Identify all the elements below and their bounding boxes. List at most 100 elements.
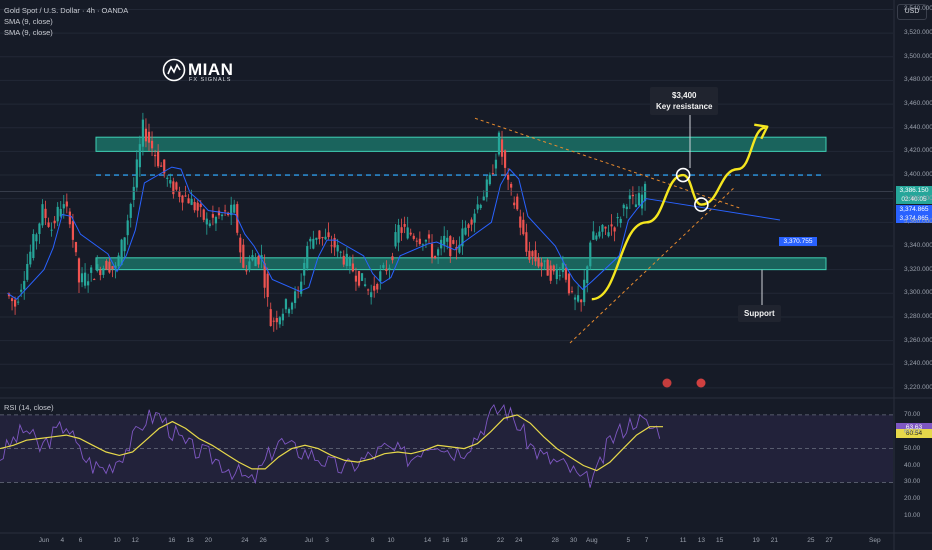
candle-body <box>193 202 196 211</box>
candle-body <box>214 216 218 224</box>
logo-subtitle: FX SIGNALS <box>189 77 232 83</box>
resistance-touch-marker <box>675 167 691 183</box>
candle-body <box>59 208 62 217</box>
candle-body <box>187 198 190 204</box>
candle-body <box>99 269 102 276</box>
candle-body <box>93 279 96 281</box>
candle-body <box>35 234 38 242</box>
rsi-value-a: 63.63 <box>896 423 932 432</box>
candle-body <box>13 299 17 307</box>
candle-body <box>126 220 129 236</box>
x-tick-label: 26 <box>259 537 267 544</box>
currency-button[interactable]: USD <box>897 4 927 20</box>
candle-body <box>275 317 278 323</box>
x-tick-label: 12 <box>131 537 139 544</box>
candle-body <box>531 251 534 257</box>
y-tick-label: 3,320.000 <box>904 265 932 273</box>
candle-body <box>65 201 68 207</box>
logo-icon <box>162 58 186 82</box>
candle-body <box>175 182 178 190</box>
candle-body <box>105 260 108 270</box>
x-tick-label: Sep <box>869 537 881 544</box>
candle-body <box>303 262 306 276</box>
symbol-title: Gold Spot / U.S. Dollar · 4h · OANDA <box>4 6 129 15</box>
candle-body <box>503 150 507 168</box>
candle-body <box>415 240 418 242</box>
candle-body <box>169 180 172 184</box>
candle-body <box>217 210 221 216</box>
x-tick-label: 10 <box>113 537 121 544</box>
candle-body <box>485 179 488 198</box>
candle-body <box>205 218 208 225</box>
y-tick-label: 3,480.000 <box>904 76 932 84</box>
indicator-sma-2[interactable]: SMA (9, close) <box>4 28 53 37</box>
candle-body <box>287 309 291 314</box>
rsi-tick-label: 10.00 <box>904 512 921 520</box>
candle-body <box>464 227 467 235</box>
candle-body <box>500 139 504 157</box>
countdown-tag: 02:40:05 <box>896 195 932 204</box>
candle-body <box>211 214 215 218</box>
x-tick-label: 3 <box>325 537 329 544</box>
candle-body <box>595 235 598 240</box>
candle-body <box>412 235 415 239</box>
candle-body <box>342 255 345 265</box>
candle-body <box>613 227 616 232</box>
candle-body <box>26 263 29 280</box>
candle-body <box>160 165 163 167</box>
candle-body <box>360 273 364 281</box>
candle-body <box>144 128 148 142</box>
candle-body <box>257 255 260 265</box>
candle-body <box>50 229 53 231</box>
candle-body <box>166 177 169 179</box>
candle-body <box>458 244 461 253</box>
candle-body <box>62 204 65 209</box>
candle-body <box>315 237 318 240</box>
candle-body <box>604 226 607 229</box>
indicator-sma-1[interactable]: SMA (9, close) <box>4 17 53 26</box>
sma-2-tag: 3,374.865 <box>896 214 932 223</box>
support-zone <box>95 257 827 271</box>
candle-body <box>598 231 601 237</box>
key-resistance-callout: $3,400 Key resistance <box>650 87 719 115</box>
candle-body <box>172 181 175 195</box>
candle-body <box>202 209 205 220</box>
candle-body <box>327 232 330 238</box>
candle-body <box>467 224 470 228</box>
candle-body <box>181 195 184 203</box>
candle-body <box>90 267 93 273</box>
candle-body <box>619 218 622 224</box>
candle-body <box>281 313 285 321</box>
resistance-label: Key resistance <box>656 102 713 111</box>
candle-body <box>567 273 571 294</box>
y-tick-label: 3,440.000 <box>904 123 932 131</box>
candle-body <box>157 151 160 167</box>
x-tick-label: Aug <box>586 537 598 544</box>
candle-body <box>306 246 309 269</box>
candle-body <box>558 275 561 277</box>
x-tick-label: 11 <box>679 537 687 544</box>
candle-body <box>38 223 41 234</box>
rsi-tick-label: 60.00 <box>904 427 921 435</box>
candle-body <box>108 261 111 273</box>
candle-body <box>354 275 358 282</box>
x-tick-label: 27 <box>825 537 833 544</box>
candle-body <box>388 267 391 270</box>
candle-body <box>248 261 251 270</box>
event-lightning-icon <box>662 378 672 388</box>
x-tick-label: 16 <box>442 537 450 544</box>
rsi-line <box>0 403 661 488</box>
candle-body <box>196 202 199 211</box>
candle-body <box>147 131 151 143</box>
rsi-label[interactable]: RSI (14, close) <box>4 403 54 412</box>
candle-body <box>184 195 187 197</box>
y-tick-label: 3,400.000 <box>904 171 932 179</box>
candle-body <box>631 194 634 197</box>
candle-body <box>293 291 297 303</box>
x-tick-label: 19 <box>752 537 760 544</box>
candle-body <box>254 258 257 267</box>
x-tick-label: Jul <box>304 537 313 544</box>
candle-body <box>230 204 233 216</box>
